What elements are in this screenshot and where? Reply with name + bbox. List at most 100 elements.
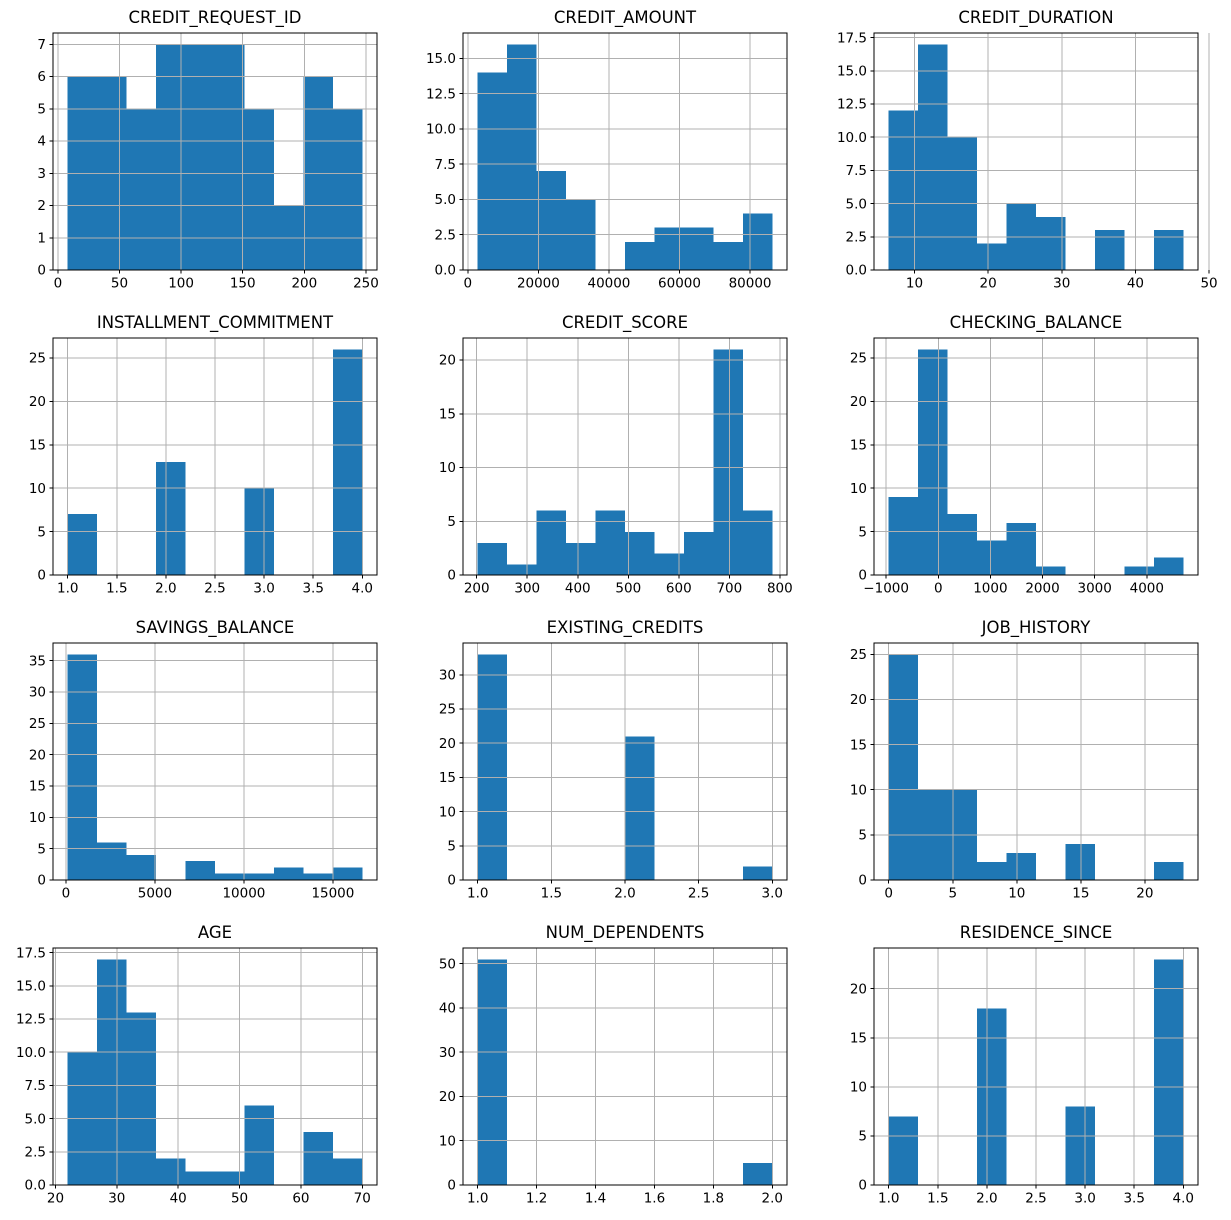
axes-spines	[52, 947, 378, 1186]
bar	[976, 1008, 1007, 1185]
bar	[67, 514, 98, 575]
y-tick-label: 0	[448, 873, 457, 889]
x-tick-label: 3.5	[302, 580, 323, 596]
x-tick-label: 3.5	[1123, 1191, 1144, 1207]
x-tick-label: 20	[47, 1190, 64, 1206]
bar	[888, 1116, 918, 1185]
bar	[332, 867, 363, 880]
bar	[97, 842, 127, 880]
y-tick-label: 2.5	[435, 227, 456, 243]
x-tick-label: 60	[292, 1190, 309, 1206]
x-tick-label: 2.5	[204, 580, 225, 596]
tick-marks	[870, 988, 1184, 1189]
bar	[1153, 557, 1183, 575]
bar	[1006, 852, 1036, 880]
histogram-credit-request-id: 0 50 100 150 200 250 0 1 2 3 4 5 6 7 CREDIT_REQUEST_ID	[37, 8, 378, 291]
x-tick-label: 40000	[588, 275, 631, 291]
subplot-checking-balance: −1000 0 1000 2000 3000 4000 0 5 10 15 20 25 CHECKING…	[821, 305, 1231, 610]
tick-marks	[870, 37, 1210, 274]
y-tick-label: 20	[29, 394, 46, 410]
bars	[478, 654, 773, 880]
x-tick-label: 50	[111, 275, 128, 291]
subplot-title: SAVINGS_BALANCE	[136, 618, 295, 638]
y-tick-label: 1	[37, 230, 46, 246]
y-tick-labels: 0 1 2 3 4 5 6 7	[37, 37, 46, 279]
bar	[214, 873, 245, 880]
subplot-title: CREDIT_SCORE	[562, 313, 688, 333]
histogram-job-history: 0 5 10 15 20 0 5 10 15 20 25 JOB_HISTORY	[849, 618, 1199, 902]
y-tick-label: 10.0	[837, 130, 867, 146]
y-tick-label: 7.5	[435, 157, 456, 173]
subplot-credit-duration: 10 20 30 40 50 0.0 2.5 5.0 7.5 10.0 12.5 15.0 17.5 CR…	[821, 0, 1231, 305]
bar	[625, 241, 655, 270]
x-tick-label: 3000	[1077, 581, 1111, 597]
axes-spines	[873, 32, 1199, 271]
x-tick-label: 100	[168, 275, 194, 291]
y-tick-label: 0.0	[435, 263, 456, 279]
y-tick-label: 15.0	[16, 979, 46, 995]
y-tick-label: 12.5	[837, 97, 867, 113]
y-tick-label: 15	[849, 1030, 866, 1046]
x-tick-label: 1.0	[467, 1190, 488, 1206]
x-tick-label: 50	[231, 1190, 248, 1206]
x-tick-label: −1000	[863, 581, 909, 597]
x-tick-label: 1.4	[585, 1190, 606, 1206]
x-tick-labels: 1.0 1.5 2.0 2.5 3.0 3.5 4.0	[57, 580, 373, 596]
x-tick-label: 70	[354, 1190, 371, 1206]
y-tick-label: 10	[29, 481, 46, 497]
subplot-installment-commitment: 1.0 1.5 2.0 2.5 3.0 3.5 4.0 0 5 10 15 20 25 INSTALLME…	[0, 305, 410, 610]
x-tick-labels: 1.0 1.5 2.0 2.5 3.0	[467, 885, 783, 901]
y-tick-label: 25	[439, 702, 456, 718]
subplot-title: INSTALLMENT_COMMITMENT	[97, 313, 334, 333]
bars	[888, 654, 1183, 880]
bar	[595, 510, 626, 575]
x-tick-label: 30	[108, 1190, 125, 1206]
subplot-title: JOB_HISTORY	[980, 618, 1091, 638]
bar	[185, 44, 215, 270]
histogram-checking-balance: −1000 0 1000 2000 3000 40000510152025CHECKING…	[849, 313, 1199, 597]
tick-marks	[459, 57, 751, 274]
x-tick-label: 1000	[973, 581, 1007, 597]
y-tick-label: 5	[448, 514, 457, 530]
axes-spines	[462, 947, 788, 1186]
x-tick-label: 2000	[1025, 581, 1059, 597]
y-tick-label: 7.5	[25, 1078, 46, 1094]
y-tick-label: 5	[858, 828, 867, 844]
bar	[743, 510, 773, 575]
x-tick-label: 4.0	[1172, 1191, 1193, 1207]
bar	[1153, 230, 1183, 270]
bar	[97, 959, 127, 1185]
y-tick-label: 5.0	[435, 192, 456, 208]
x-tick-label: 800	[767, 580, 793, 596]
bar	[478, 72, 508, 270]
bar	[332, 1158, 363, 1185]
bars	[67, 654, 363, 880]
y-tick-label: 3	[37, 166, 46, 182]
bar	[743, 213, 773, 270]
x-tick-labels: 1.0 1.2 1.4 1.6 1.8 2.0	[467, 1190, 783, 1206]
y-tick-label: 5	[448, 839, 457, 855]
subplot-title: CHECKING_BALANCE	[949, 313, 1122, 333]
subplot-job-history: 0 5 10 15 20 0 5 10 15 20 25 JOB_HISTORY	[821, 610, 1231, 915]
y-tick-label: 20	[439, 353, 456, 369]
x-tick-label: 150	[230, 275, 256, 291]
x-tick-label: 10	[1008, 886, 1025, 902]
bar	[684, 227, 714, 270]
bar	[1035, 216, 1066, 270]
y-tick-labels: 0 5 10 15 20 25 30 35	[29, 653, 46, 888]
y-tick-label: 15	[29, 779, 46, 795]
subplot-title: CREDIT_AMOUNT	[554, 8, 697, 28]
y-tick-label: 2	[37, 198, 46, 214]
y-tick-label: 4	[37, 134, 46, 150]
x-tick-labels: −1000 0 1000 2000 3000 4000	[863, 581, 1164, 597]
bar	[566, 542, 596, 575]
y-tick-label: 15	[29, 437, 46, 453]
bar	[478, 654, 508, 880]
x-tick-label: 1.5	[541, 885, 562, 901]
grid-lines	[463, 643, 788, 881]
bar	[478, 542, 508, 575]
grid-lines	[52, 338, 377, 576]
axes-spines	[873, 337, 1199, 576]
axes-spines	[52, 32, 378, 271]
